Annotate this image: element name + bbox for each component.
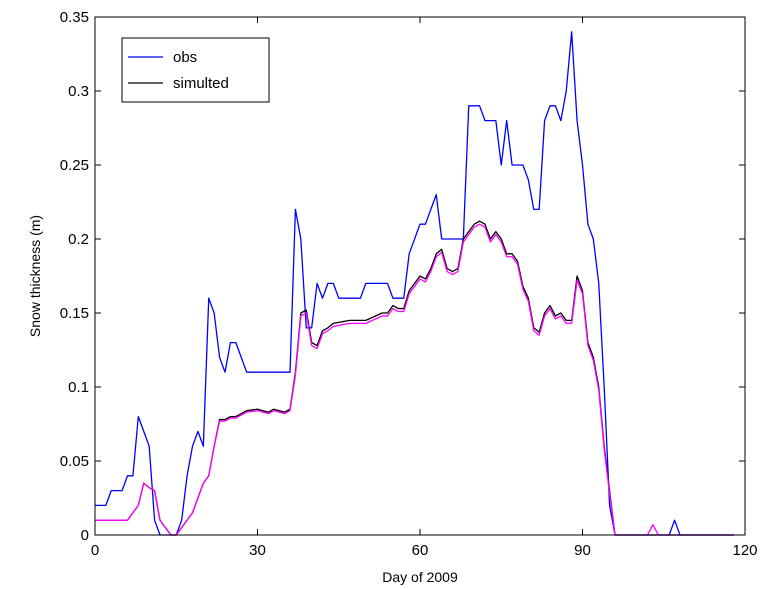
legend-label-simulted: simulted [173,75,229,92]
y-tick-label: 0.2 [68,231,89,248]
x-tick-label: 90 [574,542,591,559]
x-tick-label: 60 [412,542,429,559]
series-line-series-2 [95,223,735,536]
y-tick-label: 0.05 [60,453,89,470]
legend-box [121,37,270,103]
y-tick-label: 0.15 [60,305,89,322]
x-axis-label: Day of 2009 [382,569,458,585]
x-tick-label: 30 [249,542,266,559]
legend-label-obs: obs [173,49,197,66]
y-tick-label: 0 [81,527,89,544]
y-axis-label: Snow thickness (m) [27,215,43,337]
series-layer [95,31,735,536]
x-tick-label: 120 [732,542,757,559]
y-tick-label: 0.25 [60,157,89,174]
legend: obs simulted [121,37,270,103]
tick-layer: 0 30 60 90 120 0 0.05 0.1 0.15 0.2 0.25 0.3 0.35 [60,9,758,559]
x-tick-label: 0 [91,542,99,559]
y-tick-label: 0.1 [68,379,89,396]
series-line-obs [95,31,735,536]
y-tick-label: 0.35 [60,9,89,26]
y-tick-label: 0.3 [68,83,89,100]
